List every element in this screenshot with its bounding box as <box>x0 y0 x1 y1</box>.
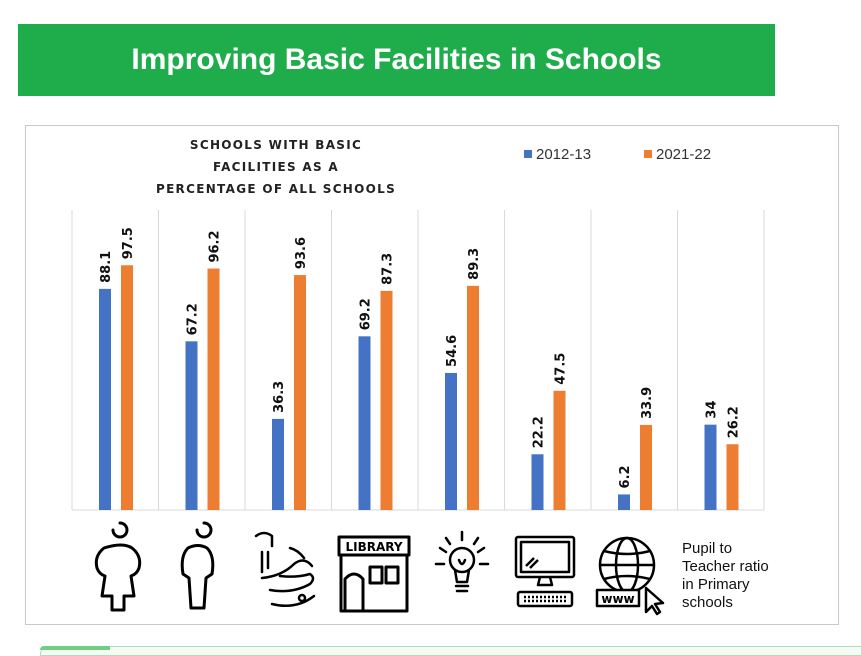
data-label-handwash-2012-13: 36.3 <box>272 381 287 413</box>
bar-boys-toilet-2021-22 <box>207 268 220 510</box>
bar-pupil-teacher-ratio-2021-22 <box>726 444 739 510</box>
legend-item-2012: 2012-13 <box>524 146 591 163</box>
boy-icon <box>180 521 215 610</box>
data-label-electricity-2012-13: 54.6 <box>445 335 460 367</box>
data-label-computer-2021-22: 47.5 <box>554 353 569 385</box>
chart-panel: SCHOOLS WITH BASIC FACILITIES AS A PERCE… <box>25 125 839 625</box>
data-label-library-2012-13: 69.2 <box>359 298 374 330</box>
computer-icon <box>514 535 576 608</box>
data-label-handwash-2021-22: 93.6 <box>294 237 309 269</box>
title-banner: Improving Basic Facilities in Schools <box>18 24 775 96</box>
chart-title: SCHOOLS WITH BASIC FACILITIES AS A PERCE… <box>146 134 406 200</box>
grid-layer <box>71 210 765 511</box>
bar-library-2021-22 <box>380 290 393 510</box>
bar-pupil-teacher-ratio-2012-13 <box>704 424 717 510</box>
girl-icon <box>94 521 142 612</box>
library-icon-label: LIBRARY <box>345 540 402 554</box>
bar-boys-toilet-2012-13 <box>185 341 198 510</box>
bar-computer-2021-22 <box>553 390 566 510</box>
handwash-icon <box>254 531 316 607</box>
label-layer: 88.1 97.5 67.2 96.2 36.3 93.6 69.2 87.3 54.6 89.3… <box>99 227 742 488</box>
ratio-caption: Pupil to Teacher ratio in Primary school… <box>682 540 802 612</box>
bar-girls-toilet-2021-22 <box>121 265 133 510</box>
data-label-boys-toilet-2021-22: 96.2 <box>208 230 223 262</box>
bar-handwash-2021-22 <box>294 275 306 510</box>
bar-electricity-2021-22 <box>467 285 479 510</box>
bar-internet-2021-22 <box>640 424 652 510</box>
internet-globe-icon: www <box>595 536 665 616</box>
data-label-computer-2012-13: 22.2 <box>532 416 547 448</box>
footer-bar <box>40 646 861 656</box>
data-label-pupil-teacher-ratio-2012-13: 34 <box>705 401 720 419</box>
data-label-internet-2021-22: 33.9 <box>640 387 655 419</box>
ratio-caption-line-3: in Primary <box>682 576 750 593</box>
ratio-caption-line-4: schools <box>682 594 733 611</box>
legend-label-2021: 2021-22 <box>656 146 712 163</box>
data-label-internet-2012-13: 6.2 <box>618 465 633 488</box>
banner-title: Improving Basic Facilities in Schools <box>131 43 662 76</box>
bar-handwash-2012-13 <box>272 418 284 510</box>
ratio-caption-line-2: Teacher ratio <box>682 558 769 575</box>
bar-layer <box>99 265 739 510</box>
data-label-pupil-teacher-ratio-2021-22: 26.2 <box>727 406 742 438</box>
data-label-library-2021-22: 87.3 <box>381 253 396 285</box>
bar-internet-2012-13 <box>618 494 630 510</box>
data-label-electricity-2021-22: 89.3 <box>467 248 482 280</box>
lightbulb-icon <box>434 530 490 593</box>
footer-bar-accent <box>40 646 110 650</box>
data-label-boys-toilet-2012-13: 67.2 <box>186 303 201 335</box>
legend-swatch-2012 <box>524 150 532 158</box>
library-icon: LIBRARY <box>337 535 411 613</box>
data-label-girls-toilet-2021-22: 97.5 <box>121 227 136 259</box>
legend-item-2021: 2021-22 <box>644 146 711 163</box>
legend-swatch-2021 <box>644 150 652 158</box>
bar-library-2012-13 <box>358 336 371 510</box>
internet-icon-label: www <box>601 592 634 606</box>
chart-title-line-2: PERCENTAGE OF ALL SCHOOLS <box>155 182 397 196</box>
bar-computer-2012-13 <box>531 454 544 510</box>
bar-electricity-2012-13 <box>445 372 457 510</box>
legend-label-2012: 2012-13 <box>536 146 592 163</box>
bar-girls-toilet-2012-13 <box>99 288 111 510</box>
ratio-caption-line-1: Pupil to <box>682 540 733 557</box>
data-label-girls-toilet-2012-13: 88.1 <box>99 251 114 283</box>
chart-title-line-1: SCHOOLS WITH BASIC FACILITIES AS A <box>189 138 363 174</box>
